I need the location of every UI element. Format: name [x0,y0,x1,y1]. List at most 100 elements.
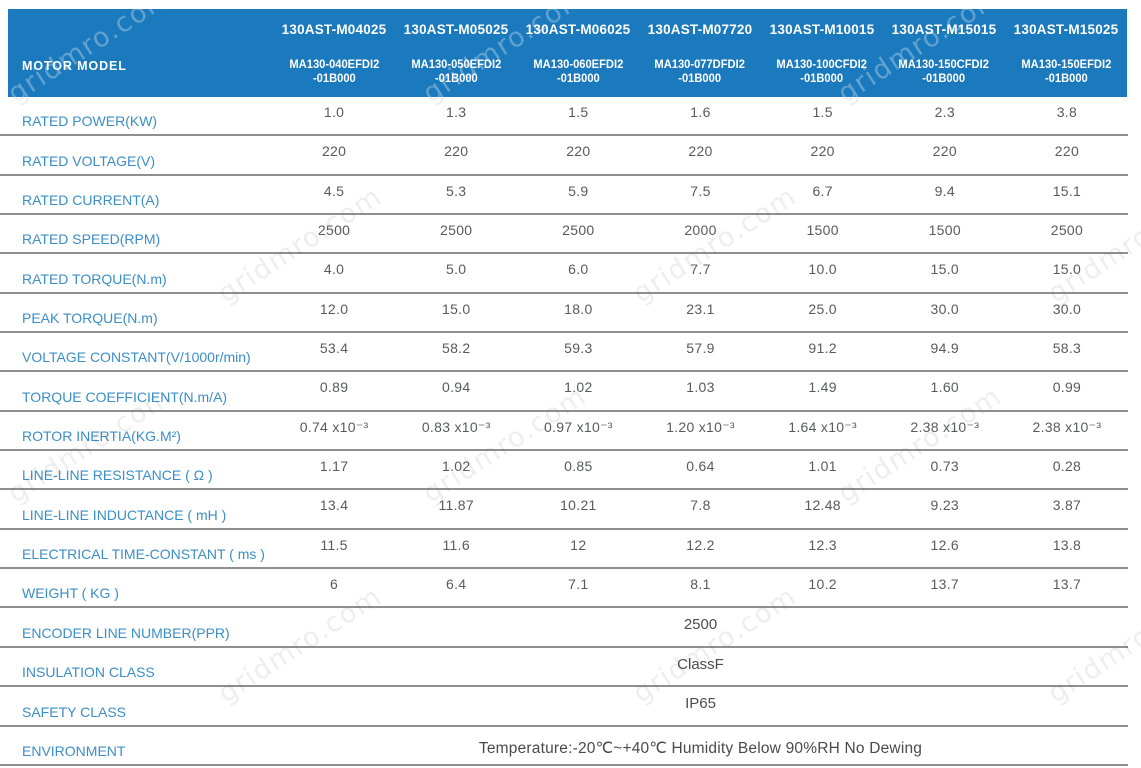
part-number-line2: -01B000 [800,72,844,85]
spec-value: 11.5 [320,536,348,553]
part-number-line2: -01B000 [556,72,600,85]
spec-value: 1.60 [930,379,959,396]
spec-value-span: Temperature:-20℃~+40℃ Humidity Below 90%… [478,739,923,757]
part-number: MA130-060EFDI2 -01B000 [533,59,623,86]
spec-value: 220 [321,143,347,160]
spec-value: 13.7 [930,576,959,593]
spec-value: 11.6 [442,536,470,553]
spec-value: 0.83 x10⁻³ [421,418,491,435]
spec-value: 1.01 [808,458,837,475]
spec-value: 0.97 x10⁻³ [543,418,613,435]
part-number-line2: -01B000 [1044,72,1088,85]
spec-value: 12.2 [686,536,715,553]
row-label: RATED CURRENT(A) [22,192,160,209]
spec-value: 30.0 [930,300,959,317]
spec-row-rated-speed: RATED SPEED(RPM) 2500 2500 2500 2000 150… [0,215,1128,255]
spec-value: 12.6 [930,536,959,553]
part-number-line2: -01B000 [312,72,356,85]
spec-value: 58.2 [441,340,471,357]
spec-value: 3.8 [1056,104,1078,120]
row-label: RATED POWER(KW) [22,113,158,130]
part-number-line2: -01B000 [434,72,478,85]
spec-value: 8.1 [690,576,711,593]
model-name: 130AST-M06025 [525,22,631,37]
spec-value: 6.4 [446,576,467,593]
model-name: 130AST-M15015 [891,22,997,37]
spec-value: 7.1 [568,576,589,593]
part-number-line1: MA130-150EFDI2 [1021,59,1111,71]
spec-value: 220 [1054,143,1080,160]
column-header: 130AST-M15015 MA130-150CFDI2 -01B000 [883,9,1005,97]
spec-value: 1.03 [686,379,715,396]
spec-row-weight: WEIGHT ( KG ) 6 6.4 7.1 8.1 10.2 13.7 13… [0,569,1128,609]
spec-value: 0.64 [686,458,715,475]
spec-value: 2500 [440,222,473,239]
spec-row-encoder-line-number: ENCODER LINE NUMBER(PPR) 2500 [0,608,1128,648]
spec-table-header: MOTOR MODEL 130AST-M04025 MA130-040EFDI2… [8,9,1127,97]
spec-value: 7.8 [690,497,711,514]
spec-value: 6.7 [812,182,833,199]
part-number: MA130-077DFDI2 -01B000 [655,59,746,86]
part-number: MA130-040EFDI2 -01B000 [289,59,379,86]
spec-row-rated-current: RATED CURRENT(A) 4.5 5.3 5.9 7.5 6.7 9.4… [0,176,1128,216]
spec-value: 2500 [317,222,351,239]
part-number: MA130-100CFDI2 -01B000 [777,59,868,86]
spec-value: 1.64 x10⁻³ [788,418,858,435]
row-label: SAFETY CLASS [22,703,127,720]
spec-rows: RATED POWER(KW) 1.0 1.3 1.5 1.6 1.5 2.3 … [0,97,1128,766]
spec-value: 220 [566,143,591,160]
part-number-line1: MA130-060EFDI2 [533,59,623,71]
spec-row-environment: ENVIRONMENT Temperature:-20℃~+40℃ Humidi… [0,727,1128,766]
spec-value: 18.0 [564,300,593,317]
spec-value: 1.17 [319,458,349,475]
spec-value: 7.7 [690,261,711,278]
spec-value: 1.5 [568,104,589,120]
row-label: ENVIRONMENT [22,742,126,759]
spec-value: 5.0 [446,261,467,278]
column-header: 130AST-M15025 MA130-150EFDI2 -01B000 [1005,9,1127,97]
spec-value: 59.3 [564,340,593,357]
spec-value: 13.4 [319,497,349,514]
model-name: 130AST-M05025 [403,22,509,37]
row-label: PEAK TORQUE(N.m) [22,310,158,327]
row-label: LINE-LINE INDUCTANCE ( mH ) [22,506,227,523]
spec-value: 3.87 [1052,497,1082,514]
spec-value: 12.48 [804,497,841,514]
spec-row-voltage-constant: VOLTAGE CONSTANT(V/1000r/min) 53.4 58.2 … [0,333,1128,373]
spec-value: 13.7 [1052,576,1082,593]
spec-row-rated-torque: RATED TORQUE(N.m) 4.0 5.0 6.0 7.7 10.0 1… [0,254,1128,294]
spec-row-rated-voltage: RATED VOLTAGE(V) 220 220 220 220 220 220… [0,136,1128,176]
spec-value: 91.2 [808,340,837,357]
spec-value: 0.85 [564,458,593,475]
motor-model-label: MOTOR MODEL [22,59,127,73]
spec-value: 1.49 [808,379,837,396]
spec-value: 15.0 [930,261,959,278]
spec-value: 1.6 [690,104,711,120]
spec-value: 15.0 [1052,261,1082,278]
spec-value: 2.38 x10⁻³ [1032,418,1102,435]
spec-value: 6.0 [568,261,589,278]
spec-row-line-resistance: LINE-LINE RESISTANCE ( Ω ) 1.17 1.02 0.8… [0,451,1128,491]
spec-row-line-inductance: LINE-LINE INDUCTANCE ( mH ) 13.4 11.87 1… [0,490,1128,530]
spec-value: 10.21 [560,497,597,514]
spec-value: 15.0 [441,300,471,317]
model-name: 130AST-M07720 [647,22,753,37]
spec-value: 0.28 [1052,458,1082,475]
part-number-line2: -01B000 [922,72,966,85]
spec-value: 23.1 [686,300,715,317]
row-label: VOLTAGE CONSTANT(V/1000r/min) [22,349,251,366]
part-number-line1: MA130-077DFDI2 [654,59,746,71]
row-label: ENCODER LINE NUMBER(PPR) [22,624,230,641]
spec-value: 1.3 [446,104,467,120]
spec-value-span: 2500 [683,616,718,634]
spec-row-peak-torque: PEAK TORQUE(N.m) 12.0 15.0 18.0 23.1 25.… [0,294,1128,334]
spec-value: 0.74 x10⁻³ [299,418,369,435]
spec-value: 12.0 [319,300,349,317]
spec-value: 11.87 [438,497,474,514]
spec-value: 1.5 [812,104,833,120]
part-number: MA130-050EFDI2 -01B000 [411,59,501,86]
spec-value: 0.73 [930,458,959,475]
row-label: RATED TORQUE(N.m) [22,270,167,287]
spec-value: 2000 [684,222,717,239]
spec-row-safety-class: SAFETY CLASS IP65 [0,687,1128,727]
